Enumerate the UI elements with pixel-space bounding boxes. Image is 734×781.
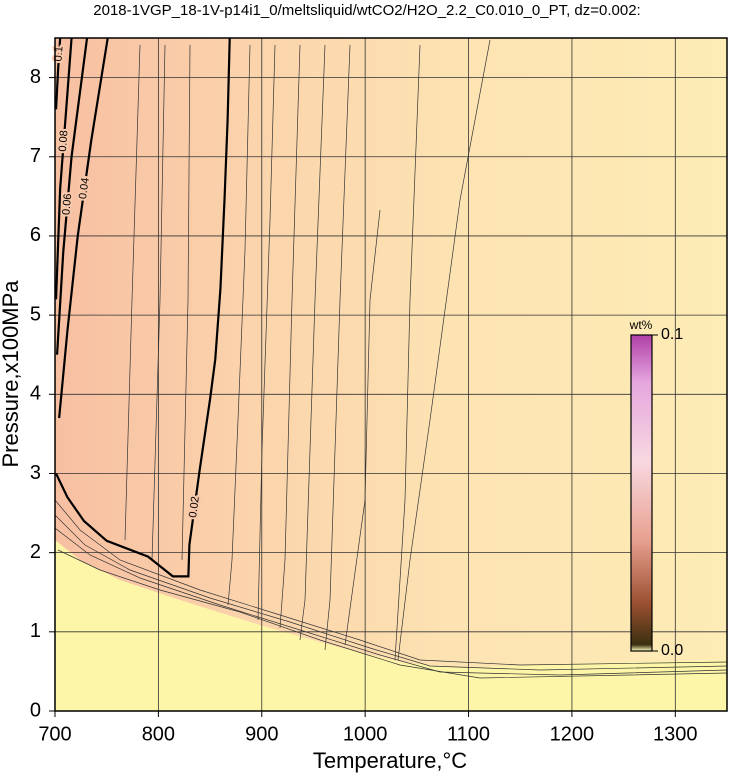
contour-line <box>54 37 73 300</box>
plot-frame <box>54 37 728 712</box>
colorbar-scale <box>630 334 653 652</box>
field <box>55 38 727 711</box>
y-tick-label: 1 <box>30 620 41 642</box>
contours: 0.020.040.060.080.1 <box>51 37 231 578</box>
contour-label: 0.06 <box>60 193 74 215</box>
colorbar: wt% 0.0 0.1 <box>629 318 684 659</box>
x-tick-label: 1000 <box>343 723 388 745</box>
contour-line <box>55 37 89 355</box>
contour-line <box>58 37 109 419</box>
y-tick-label: 6 <box>30 224 41 246</box>
chart-title: 2018-1VGP_18-1V-p14i1_0/meltsliquid/wtCO… <box>93 2 640 19</box>
y-tick-label: 2 <box>30 541 41 563</box>
contour-label: 0.04 <box>77 177 92 200</box>
contour-line <box>54 37 62 110</box>
x-tick-label: 800 <box>142 723 175 745</box>
y-tick-label: 5 <box>30 303 41 325</box>
y-tick-label: 7 <box>30 145 41 167</box>
contour-label: 0.08 <box>57 130 71 152</box>
field-lower <box>55 540 727 711</box>
y-axis-label: Pressure,x100MPa <box>0 280 23 468</box>
colorbar-tick-label: 0.0 <box>661 642 683 659</box>
y-tick-label: 8 <box>30 66 41 88</box>
x-axis-label: Temperature,°C <box>313 748 467 773</box>
colorbar-tick-label: 0.1 <box>661 326 683 343</box>
y-tick-label: 3 <box>30 462 41 484</box>
x-tick-label: 900 <box>245 723 278 745</box>
contour-label: 0.02 <box>187 496 202 519</box>
y-tick-label: 0 <box>30 699 41 721</box>
x-tick-label: 1200 <box>550 723 595 745</box>
colorbar-label: wt% <box>629 318 653 332</box>
x-tick-label: 700 <box>38 723 71 745</box>
y-tick-label: 4 <box>30 383 41 405</box>
x-tick-label: 1100 <box>447 723 490 745</box>
contour-line <box>55 37 231 578</box>
x-tick-label: 1300 <box>653 723 698 745</box>
